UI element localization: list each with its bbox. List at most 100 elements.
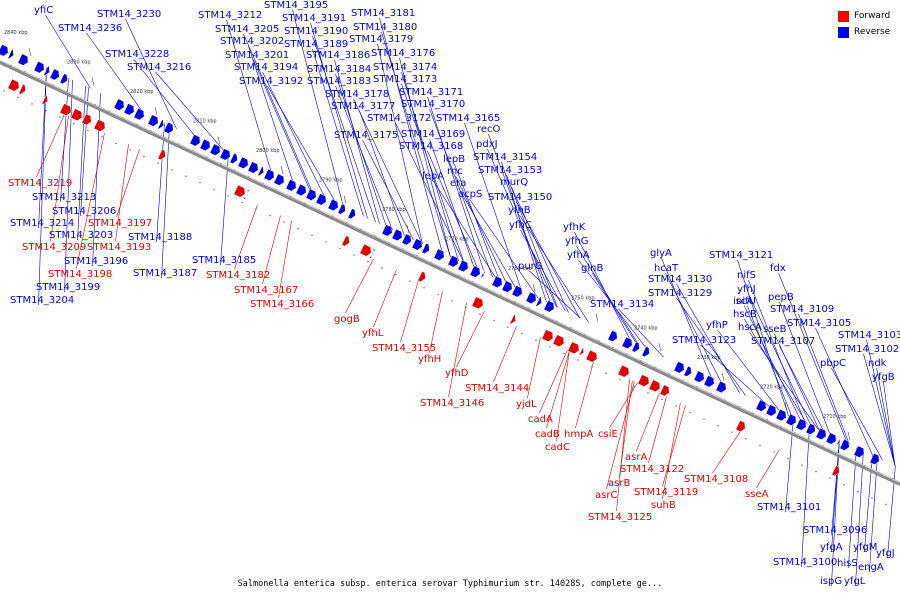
track-dot: [535, 339, 537, 341]
track-dot: [73, 123, 75, 125]
track-dot: [318, 209, 320, 211]
reverse-gene-connector: [778, 272, 848, 444]
reverse-gene: [247, 161, 259, 174]
reverse-gene: [263, 168, 275, 182]
reverse-gene-label: STM14_3177: [331, 101, 395, 112]
track-dot: [605, 372, 607, 374]
track-dot: [38, 77, 40, 79]
track-dot: [255, 208, 257, 210]
reverse-gene-connector: [401, 71, 459, 262]
reverse-gene: [257, 166, 264, 177]
reverse-gene-connector: [335, 85, 393, 231]
track-dot: [850, 458, 852, 460]
strand-legend: Forward Reverse: [838, 8, 890, 40]
forward-gene: [157, 149, 166, 161]
kbp-tick-label: 2740 kbp: [634, 325, 658, 331]
reverse-gene: [853, 445, 865, 458]
reverse-gene-connector: [248, 45, 294, 184]
reverse-gene-connector: [427, 96, 485, 274]
forward-gene-label: STM14_3209: [22, 242, 86, 253]
track-dot: [738, 405, 740, 408]
reverse-gene-label: STM14_3180: [353, 22, 417, 33]
reverse-gene-connector: [831, 367, 883, 460]
forward-gene-label: asrB: [608, 478, 630, 489]
forward-gene-label: STM14_3197: [88, 218, 152, 229]
reverse-gene-connector: [863, 353, 896, 466]
forward-gene: [552, 334, 565, 347]
forward-gene: [567, 341, 580, 355]
track-dot: [45, 109, 47, 112]
reverse-gene: [391, 228, 403, 242]
track-dot: [416, 254, 418, 257]
forward-gene-label: STM14_3155: [372, 343, 436, 354]
reverse-gene: [805, 423, 816, 435]
reverse-gene-label: yfhJ: [737, 284, 756, 295]
reverse-gene-label: STM14_3130: [648, 274, 712, 285]
reverse-gene-label: STM14_3134: [590, 299, 654, 310]
track-dot: [878, 471, 880, 473]
reverse-gene: [199, 138, 211, 152]
reverse-gene: [755, 399, 767, 412]
reverse-gene: [113, 98, 125, 111]
reverse-gene: [535, 296, 542, 307]
track-dot: [528, 307, 530, 309]
reverse-gene-label: STM14_3175: [334, 130, 398, 141]
forward-gene-label: STM14_3182: [206, 270, 270, 281]
reverse-gene: [33, 61, 45, 74]
reverse-gene-connector: [831, 439, 840, 553]
forward-gene: [341, 235, 350, 247]
reverse-gene: [839, 439, 850, 451]
forward-gene-label: STM14_3198: [48, 269, 112, 280]
reverse-gene-label: STM14_3183: [307, 76, 371, 87]
track-dot: [17, 96, 19, 99]
track-dot: [563, 352, 565, 355]
forward-gene-connector: [546, 350, 570, 429]
track-dot: [682, 379, 684, 381]
track-dot: [423, 287, 425, 289]
forward-gene-label: hmpA: [564, 429, 593, 440]
forward-gene-label: asrC: [595, 490, 617, 501]
reverse-gene-label: STM14_3188: [128, 232, 192, 243]
reverse-gene: [775, 409, 787, 422]
track-dot: [710, 392, 712, 394]
track-dot: [241, 201, 243, 204]
track-dot: [430, 261, 432, 263]
reverse-gene: [337, 203, 346, 215]
kbp-tick-mark: [343, 195, 347, 204]
reverse-gene: [285, 179, 297, 192]
track-dot: [304, 202, 306, 204]
reverse-gene: [219, 148, 231, 161]
legend-forward-label: Forward: [854, 11, 891, 21]
reverse-gene-connector: [353, 98, 423, 245]
track-dot: [360, 228, 362, 230]
forward-gene-label: STM14_3144: [465, 383, 529, 394]
track-dot: [157, 162, 159, 164]
reverse-gene-label: STM14_3100: [773, 557, 837, 568]
reverse-gene-label: STM14_3213: [32, 192, 96, 203]
reverse-gene-label: STM14_3103: [838, 330, 900, 341]
reverse-gene-connector: [310, 22, 368, 219]
kbp-tick-label: 2780 kbp: [382, 207, 406, 213]
track-dot: [122, 117, 124, 119]
reverse-gene-connector: [876, 367, 896, 466]
track-dot: [689, 411, 691, 414]
forward-gene: [585, 349, 598, 363]
reverse-gene-label: yfhG: [565, 236, 589, 247]
track-dot: [171, 169, 173, 171]
reverse-gene-connector: [717, 329, 781, 413]
track-dot: [892, 478, 894, 480]
reverse-gene-label: yfgL: [844, 576, 866, 587]
forward-gene: [831, 465, 840, 477]
track-dot: [570, 327, 572, 329]
track-dot: [465, 306, 467, 309]
reverse-gene-label: STM14_3201: [225, 50, 289, 61]
track-dot: [59, 116, 61, 118]
reverse-gene-connector: [458, 187, 516, 288]
kbp-tick-mark: [658, 343, 662, 352]
track-dot: [556, 320, 558, 322]
reverse-gene-connector: [379, 17, 443, 254]
track-dot: [101, 136, 103, 138]
reverse-gene: [834, 436, 841, 447]
reverse-gene-label: STM14_3101: [757, 502, 821, 513]
forward-gene: [70, 108, 83, 121]
